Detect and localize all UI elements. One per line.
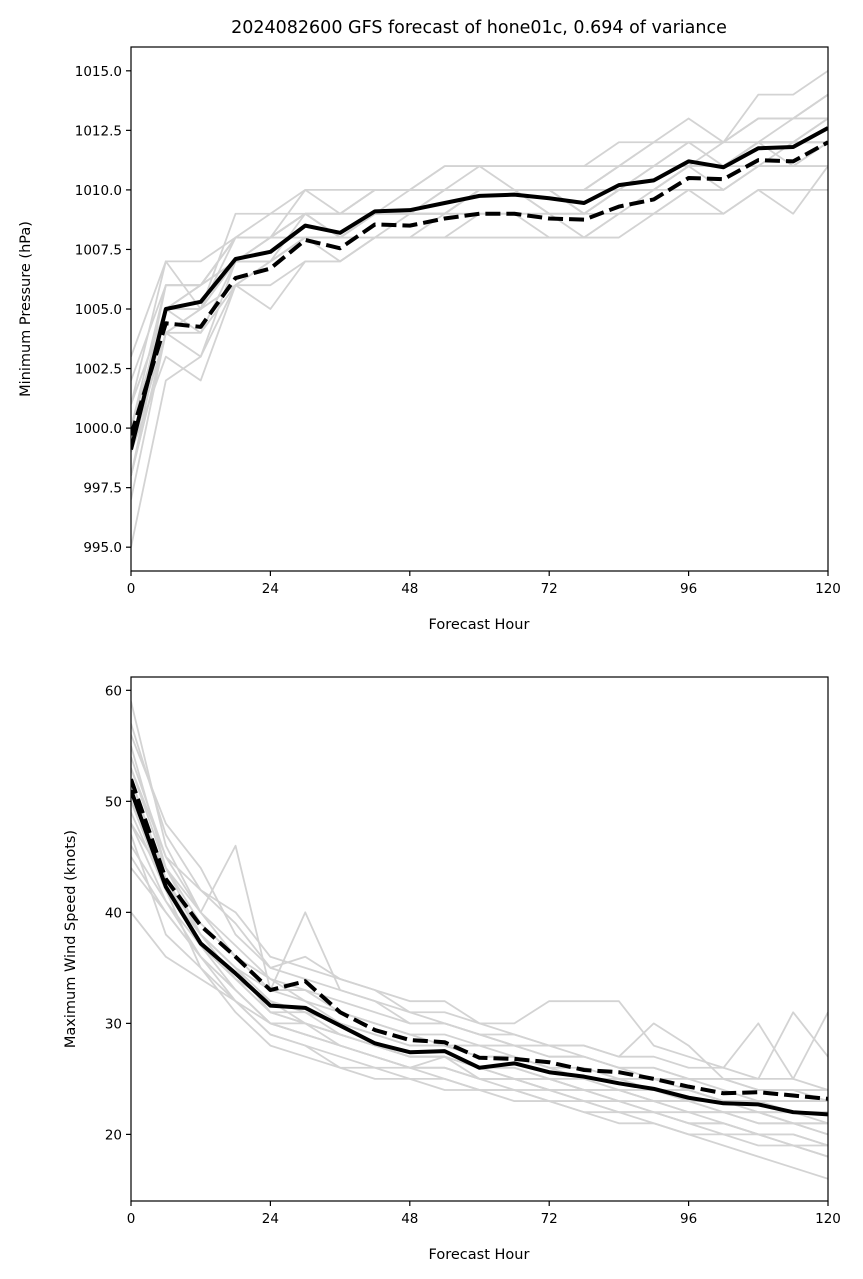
wind-axes-frame	[130, 676, 829, 1202]
pressure-y-tick-label: 1000.0	[75, 421, 122, 437]
wind-x-tick-label: 24	[262, 1211, 279, 1227]
pressure-dashed-mean-line	[131, 140, 828, 436]
pressure-y-tick-label: 1010.0	[75, 183, 122, 199]
pressure-x-axis-label: Forecast Hour	[429, 617, 530, 633]
chart-title: 2024082600 GFS forecast of hone01c, 0.69…	[231, 18, 727, 38]
wind-lines	[131, 701, 828, 1180]
pressure-x-tick-label: 48	[401, 581, 418, 597]
wind-ensemble-member-line	[131, 723, 828, 1091]
wind-x-tick-label: 0	[127, 1211, 136, 1227]
wind-plot-area: 0 24 48 72 96 120 20 30 40 50 60	[105, 676, 841, 1227]
wind-y-tick-label: 50	[105, 794, 122, 810]
pressure-ensemble-member-line	[131, 189, 828, 476]
pressure-y-tick-label: 1005.0	[75, 302, 122, 318]
wind-ensemble-member-line	[131, 856, 828, 1147]
pressure-y-tick-label: 1012.5	[75, 123, 122, 139]
pressure-panel: 2024082600 GFS forecast of hone01c, 0.69…	[18, 18, 841, 633]
wind-ensemble-member-line	[131, 834, 828, 1180]
pressure-y-tick-label: 1002.5	[75, 362, 122, 378]
pressure-x-tick-label: 24	[262, 581, 279, 597]
wind-panel: 0 24 48 72 96 120 20 30 40 50 60 Forecast Hour Max…	[63, 676, 841, 1263]
pressure-ensemble-member-line	[131, 165, 828, 476]
wind-ensemble-member-line	[131, 745, 828, 1091]
wind-x-tick-label: 96	[680, 1211, 697, 1227]
wind-x-tick-label: 120	[815, 1211, 841, 1227]
wind-y-tick-label: 30	[105, 1016, 122, 1032]
pressure-lines	[131, 70, 828, 548]
pressure-x-tick-label: 0	[127, 581, 136, 597]
pressure-x-tick-label: 96	[680, 581, 697, 597]
pressure-y-tick-label: 995.0	[83, 540, 122, 556]
pressure-x-tick-label: 120	[815, 581, 841, 597]
wind-y-tick-label: 20	[105, 1127, 122, 1143]
wind-x-axis-label: Forecast Hour	[429, 1247, 530, 1263]
pressure-solid-mean-line	[131, 126, 828, 451]
wind-y-axis-label: Maximum Wind Speed (knots)	[63, 830, 79, 1048]
wind-dashed-mean-line	[131, 778, 828, 1101]
wind-y-tick-label: 40	[105, 905, 122, 921]
pressure-y-axis-label: Minimum Pressure (hPa)	[18, 221, 34, 397]
wind-x-tick-label: 72	[541, 1211, 558, 1227]
pressure-x-tick-label: 72	[541, 581, 558, 597]
pressure-y-tick-label: 1007.5	[75, 242, 122, 258]
pressure-y-tick-label: 997.5	[83, 481, 122, 497]
wind-solid-mean-line	[131, 789, 828, 1117]
pressure-plot-area: 0 24 48 72 96 120 995.0 997.5 1000.0 1002.5 1005.0…	[75, 46, 841, 597]
wind-x-tick-label: 48	[401, 1211, 418, 1227]
wind-y-tick-label: 60	[105, 683, 122, 699]
pressure-y-tick-label: 1015.0	[75, 64, 122, 80]
